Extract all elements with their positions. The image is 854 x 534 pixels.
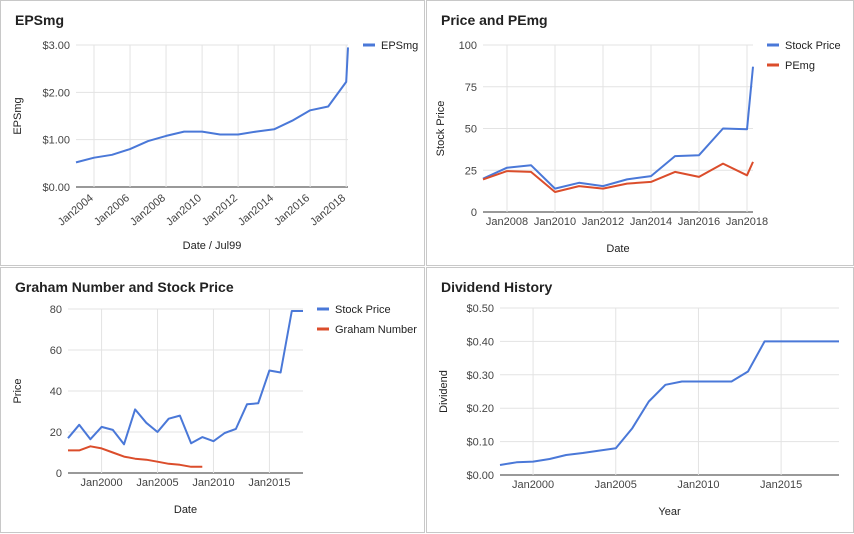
x-tick-label: Jan2004 [56, 192, 96, 228]
x-tick-label: Jan2010 [534, 216, 576, 228]
legend-label: EPSmg [381, 40, 418, 52]
chart-panel-price-pemg: Price and PEmg 0 25 50 75 100 Jan2008 Jan2010 J… [426, 0, 854, 266]
series-line [67, 310, 303, 446]
x-axis-label: Date [606, 243, 629, 255]
x-tick-label: Jan2015 [760, 479, 802, 491]
price-pemg-chart: 0 25 50 75 100 Jan2008 Jan2010 Jan2012 Jan2014 Ja… [435, 40, 841, 255]
series-line [499, 340, 839, 466]
y-tick-label: $0.20 [466, 403, 494, 415]
y-tick-label: 20 [50, 427, 62, 439]
series-line [482, 161, 754, 193]
chart-title: EPSmg [15, 12, 65, 28]
graham-chart: 0 20 40 60 80 Jan2000 Jan2005 Jan2010 Jan2015 Dat… [12, 304, 417, 516]
chart-title: Dividend History [441, 279, 553, 295]
legend-label: PEmg [785, 60, 815, 72]
y-tick-label: 25 [465, 165, 477, 177]
x-axis-label: Year [658, 506, 681, 518]
x-tick-label: Jan2015 [248, 477, 290, 489]
x-tick-label: Jan2014 [630, 216, 672, 228]
x-tick-label: Jan2010 [192, 477, 234, 489]
y-tick-label: $0.30 [466, 370, 494, 382]
chart-title: Graham Number and Stock Price [15, 279, 234, 295]
y-tick-label: $3.00 [42, 40, 70, 52]
y-tick-label: $0.40 [466, 336, 494, 348]
x-tick-label: Jan2000 [512, 479, 554, 491]
x-axis-label: Date [174, 504, 197, 516]
chart-title: Price and PEmg [441, 12, 548, 28]
series-line [68, 445, 203, 468]
x-axis-label: Date / Jul99 [183, 240, 242, 252]
x-tick-label: Jan2016 [678, 216, 720, 228]
series-line [75, 47, 349, 164]
dividend-chart: $0.00 $0.10 $0.20 $0.30 $0.40 $0.50 Jan2000 Jan… [438, 303, 839, 518]
y-tick-label: 75 [465, 82, 477, 94]
y-tick-label: 100 [459, 40, 477, 52]
y-tick-label: $1.00 [42, 135, 70, 147]
x-tick-label: Jan2018 [308, 192, 348, 228]
epsmg-chart: $0.00 $1.00 $2.00 $3.00 Jan2004Jan2006Jan200… [12, 40, 418, 252]
y-tick-label: $0.10 [466, 437, 494, 449]
chart-panel-graham: Graham Number and Stock Price 0 20 40 60 80 J… [0, 267, 425, 533]
x-tick-label: Jan2012 [582, 216, 624, 228]
x-tick-label: Jan2014 [236, 192, 276, 228]
y-axis-label: Price [12, 378, 24, 403]
x-tick-label: Jan2008 [128, 192, 168, 228]
y-tick-label: 50 [465, 124, 477, 136]
y-tick-label: $0.50 [466, 303, 494, 315]
x-tick-label: Jan2016 [272, 192, 312, 228]
x-tick-label: Jan2000 [80, 477, 122, 489]
x-tick-label: Jan2010 [677, 479, 719, 491]
y-axis-label: Dividend [438, 370, 450, 413]
legend-label: Stock Price [335, 304, 391, 316]
y-tick-label: $2.00 [42, 87, 70, 99]
chart-panel-epsmg: EPSmg $0.00 $1.00 $2.00 $3.00 Jan2004 Jan2006… [0, 0, 425, 266]
y-tick-label: 0 [56, 468, 62, 480]
y-tick-label: 60 [50, 345, 62, 357]
legend-label: Stock Price [785, 40, 841, 52]
y-tick-label: $0.00 [466, 470, 494, 482]
x-tick-label: Jan2012 [200, 192, 240, 228]
x-tick-label: Jan2005 [136, 477, 178, 489]
chart-panel-dividend: Dividend History $0.00 $0.10 $0.20 $0.30 $0.… [426, 267, 854, 533]
y-axis-label: EPSmg [12, 97, 24, 134]
y-axis-label: Stock Price [435, 101, 447, 157]
y-tick-label: 0 [471, 207, 477, 219]
x-tick-label: Jan2006 [92, 192, 132, 228]
legend-label: Graham Number [335, 324, 417, 336]
x-tick-label: Jan2005 [595, 479, 637, 491]
y-tick-label: 80 [50, 304, 62, 316]
x-tick-label: Jan2008 [486, 216, 528, 228]
series-line [482, 66, 754, 190]
x-tick-label: Jan2018 [726, 216, 768, 228]
y-tick-label: 40 [50, 386, 62, 398]
x-tick-label: Jan2010 [164, 192, 204, 228]
y-tick-label: $0.00 [42, 182, 70, 194]
